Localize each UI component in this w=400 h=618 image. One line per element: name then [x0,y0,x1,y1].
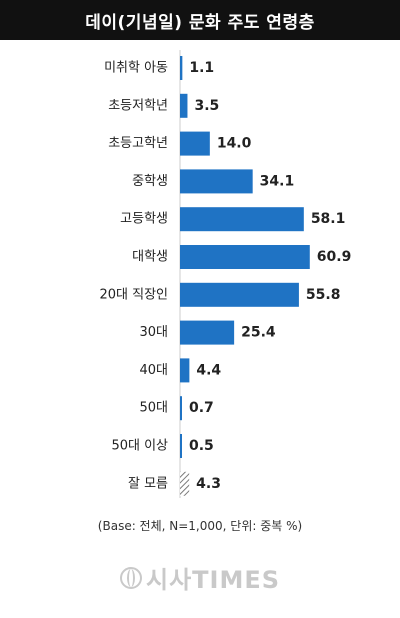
value-label: 34.1 [260,173,295,189]
value-label: 60.9 [317,249,352,265]
bar [180,131,210,156]
value-label: 55.8 [306,287,341,303]
bar [180,169,253,194]
value-label: 1.1 [189,60,214,76]
bar [180,245,310,269]
category-label: 초등저학년 [108,98,168,113]
category-label: 대학생 [132,250,168,265]
category-label: 초등고학년 [108,136,168,151]
base-footnote: (Base: 전체, N=1,000, 단위: 중복 %) [97,519,303,533]
bar [180,56,183,80]
category-label: 미취학 아동 [104,61,168,76]
bar-chart: 미취학 아동 1.1 초등저학년 3.5 초등고학년 14.0 중학생 34.1 고등학생 58.… [99,50,352,498]
bar [180,93,188,118]
value-label: 4.3 [196,476,221,492]
category-label: 중학생 [132,174,168,189]
category-label: 20대 직장인 [99,287,168,302]
category-label: 50대 [139,401,168,416]
watermark: 시사TIMES [0,560,400,595]
value-label: 58.1 [311,211,346,227]
bar [180,358,190,383]
bar [180,282,299,307]
watermark-text: 시사TIMES [145,566,281,594]
value-label: 25.4 [241,325,276,341]
bar [180,396,182,421]
category-label: 50대 이상 [111,439,168,454]
value-label: 0.5 [189,438,214,454]
value-label: 3.5 [194,98,219,114]
value-label: 4.4 [196,362,221,378]
bar [180,434,182,458]
globe-icon [119,566,142,589]
bar [180,471,190,496]
category-label: 40대 [139,363,168,378]
category-label: 30대 [139,325,168,340]
category-label: 고등학생 [120,212,168,227]
value-label: 14.0 [217,136,252,152]
bar [180,320,235,345]
bar [180,207,304,232]
value-label: 0.7 [189,400,214,416]
category-label: 잘 모름 [128,476,168,491]
chart-title: 데이(기념일) 문화 주도 연령층 [0,0,400,40]
